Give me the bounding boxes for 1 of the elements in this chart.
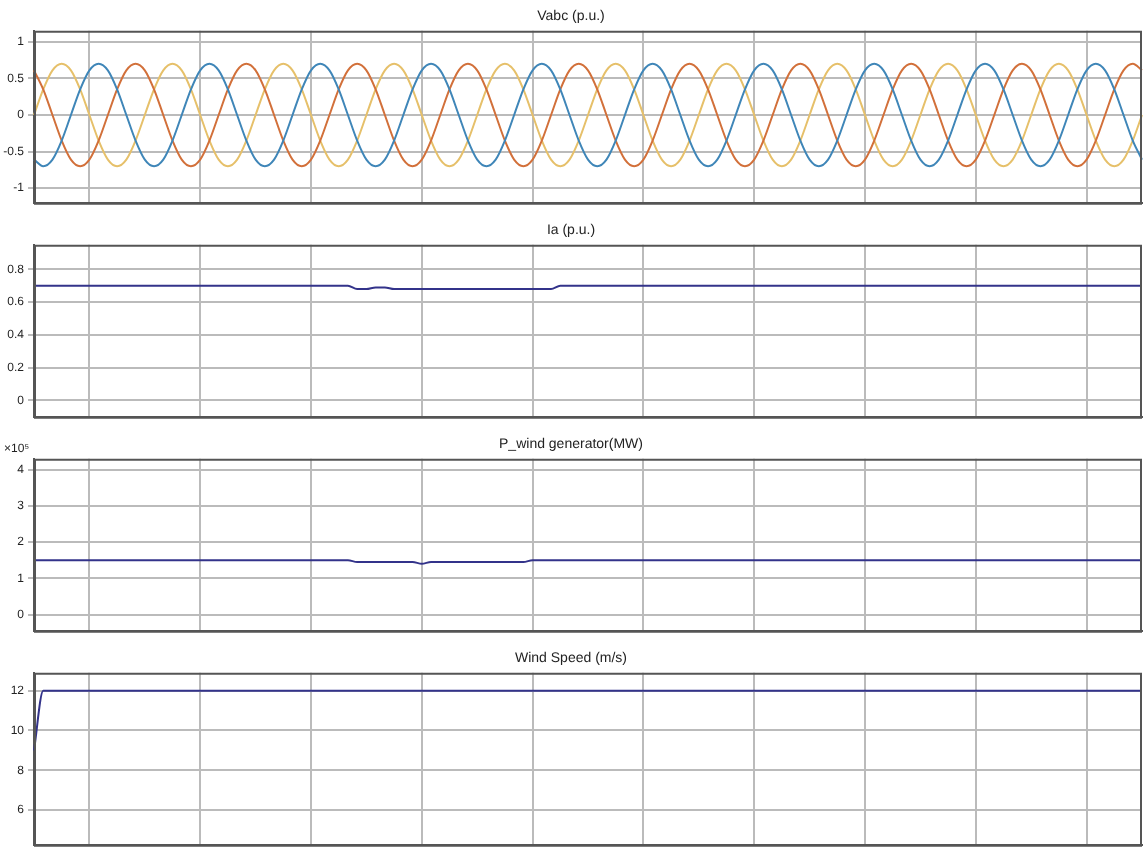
line-series bbox=[33, 62, 1143, 168]
